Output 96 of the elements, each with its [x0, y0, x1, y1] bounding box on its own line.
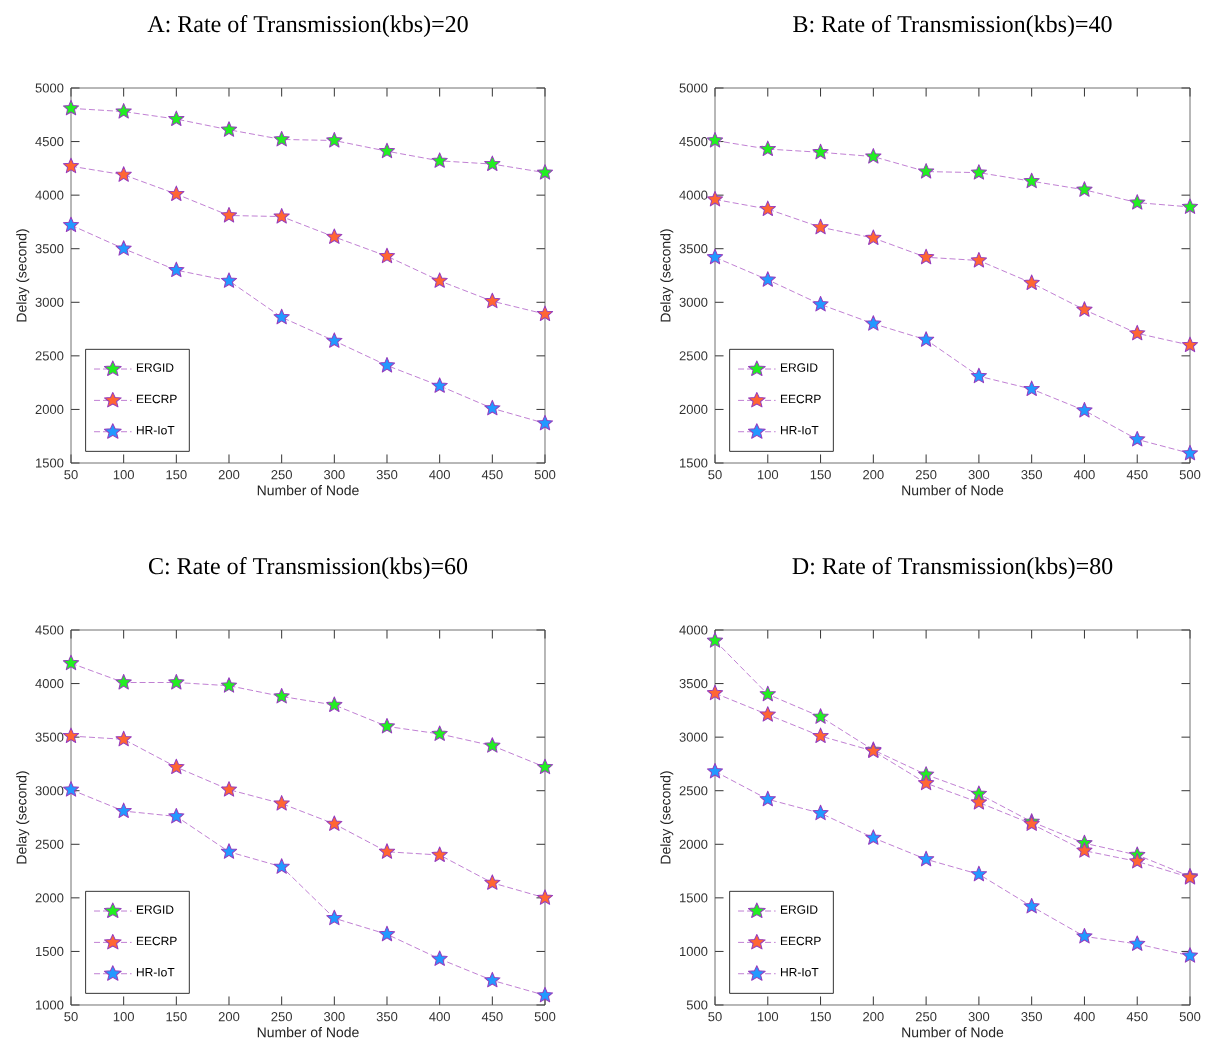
x-tick-label: 100: [113, 1012, 134, 1022]
y-tick-label: 3000: [35, 786, 64, 796]
x-tick-label: 450: [481, 470, 503, 480]
x-axis-title: Number of Node: [257, 1027, 359, 1038]
legend-label: ERGID: [780, 905, 818, 914]
legend-label: HR-IoT: [780, 968, 819, 977]
x-tick-label: 150: [166, 470, 187, 480]
x-tick-label: 250: [915, 470, 937, 480]
y-tick-label: 2000: [35, 893, 64, 903]
x-tick-label: 300: [968, 470, 990, 480]
y-axis-title: Delay (second): [16, 229, 30, 322]
x-tick-label: 450: [481, 1012, 503, 1022]
legend-label: ERGID: [780, 363, 818, 372]
x-tick-label: 500: [1179, 1012, 1201, 1022]
x-tick-label: 200: [218, 1012, 240, 1022]
y-tick-label: 1000: [680, 946, 708, 957]
chart-title: D: Rate of Transmission(kbs)=80: [792, 557, 1113, 580]
x-tick-label: 100: [757, 470, 779, 480]
legend-label: ERGID: [136, 363, 174, 372]
x-tick-label: 400: [1073, 1012, 1095, 1022]
y-tick-label: 4500: [35, 625, 64, 635]
chart-title: C: Rate of Transmission(kbs)=60: [148, 557, 468, 580]
x-tick-label: 150: [810, 470, 831, 480]
x-tick-label: 200: [863, 470, 884, 480]
x-tick-label: 450: [1126, 470, 1148, 480]
y-tick-label: 3000: [679, 297, 708, 307]
x-tick-label: 300: [323, 470, 345, 480]
legend-label: ERGID: [136, 905, 174, 914]
x-tick-label: 250: [271, 470, 292, 480]
y-tick-label: 5000: [679, 83, 708, 93]
y-tick-label: 2000: [679, 404, 708, 415]
y-tick-label: 1500: [680, 893, 708, 903]
x-tick-label: 500: [1179, 470, 1201, 480]
x-tick-label: 300: [323, 1012, 345, 1022]
x-tick-label: 400: [1073, 470, 1095, 480]
y-tick-label: 1500: [36, 458, 64, 468]
y-tick-label: 3000: [35, 297, 64, 307]
legend-label: EECRP: [780, 936, 821, 946]
x-tick-label: 200: [863, 1012, 884, 1022]
y-tick-label: 4000: [679, 625, 708, 635]
y-tick-label: 2000: [679, 839, 708, 849]
chart-title: B: Rate of Transmission(kbs)=40: [793, 15, 1112, 38]
y-tick-label: 1500: [36, 946, 64, 957]
y-tick-label: 2500: [679, 351, 708, 361]
x-tick-label: 350: [1021, 1012, 1042, 1022]
y-axis-title: Delay (second): [660, 229, 674, 322]
x-tick-label: 250: [915, 1012, 937, 1022]
x-tick-label: 150: [810, 1012, 831, 1022]
y-tick-label: 2500: [35, 839, 64, 849]
chart-title: A: Rate of Transmission(kbs)=20: [147, 15, 468, 38]
x-tick-label: 250: [271, 1012, 292, 1022]
y-tick-label: 2500: [35, 351, 64, 361]
x-tick-label: 50: [708, 470, 722, 480]
x-tick-label: 400: [429, 1012, 450, 1022]
x-tick-label: 350: [376, 470, 398, 480]
y-tick-label: 3500: [35, 732, 64, 742]
x-tick-label: 500: [534, 470, 556, 480]
y-axis-title: Delay (second): [660, 771, 674, 864]
y-tick-label: 3500: [679, 244, 708, 254]
x-tick-label: 450: [1126, 1012, 1148, 1022]
x-tick-label: 100: [113, 470, 134, 480]
x-tick-label: 200: [218, 470, 240, 480]
legend-label: EECRP: [780, 394, 821, 404]
y-tick-label: 500: [686, 1000, 708, 1010]
x-axis-title: Number of Node: [902, 1027, 1004, 1038]
x-tick-label: 50: [64, 1012, 78, 1022]
y-tick-label: 2000: [35, 404, 64, 415]
x-tick-label: 500: [534, 1012, 556, 1022]
x-tick-label: 350: [1021, 470, 1042, 480]
y-tick-label: 3500: [679, 678, 708, 689]
y-tick-label: 2500: [679, 786, 708, 796]
x-axis-title: Number of Node: [257, 485, 359, 496]
y-tick-label: 4500: [35, 136, 64, 147]
y-tick-label: 4000: [35, 190, 64, 200]
x-tick-label: 50: [708, 1012, 722, 1022]
y-tick-label: 4500: [679, 136, 708, 147]
y-tick-label: 4000: [35, 678, 64, 689]
x-tick-label: 50: [64, 470, 78, 480]
y-tick-label: 3500: [35, 244, 64, 254]
legend-label: HR-IoT: [780, 426, 819, 435]
y-tick-label: 1500: [680, 458, 708, 468]
x-tick-label: 100: [757, 1012, 779, 1022]
x-tick-label: 150: [166, 1012, 187, 1022]
legend-label: HR-IoT: [136, 968, 175, 977]
x-tick-label: 300: [968, 1012, 990, 1022]
legend-label: EECRP: [136, 936, 177, 946]
y-tick-label: 5000: [35, 83, 64, 93]
y-tick-label: 4000: [679, 190, 708, 200]
y-tick-label: 3000: [679, 732, 708, 742]
y-axis-title: Delay (second): [16, 771, 30, 864]
x-axis-title: Number of Node: [902, 485, 1004, 496]
legend-label: EECRP: [136, 394, 177, 404]
y-tick-label: 1000: [36, 1000, 64, 1010]
x-tick-label: 400: [429, 470, 450, 480]
legend-label: HR-IoT: [136, 426, 175, 435]
x-tick-label: 350: [376, 1012, 398, 1022]
